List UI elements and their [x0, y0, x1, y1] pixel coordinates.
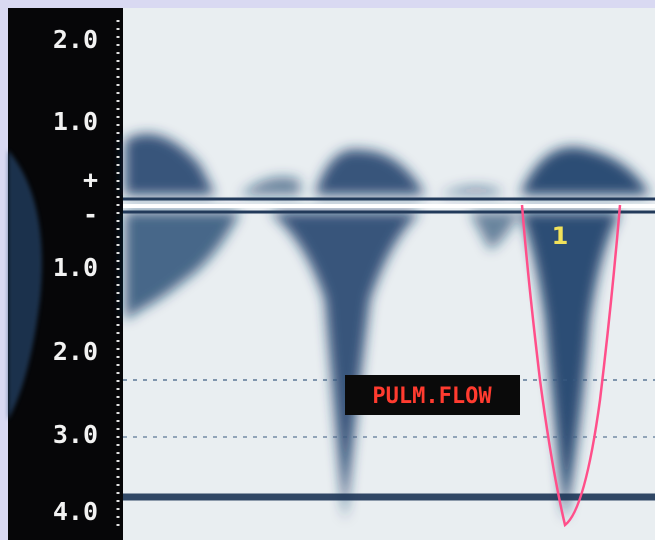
scale-label: -	[83, 200, 98, 229]
annotation: PULM.FLOW	[372, 384, 492, 409]
scale-label: 1.0	[53, 253, 98, 282]
scale-label: 2.0	[53, 337, 98, 366]
page: PULM.FLOW 1 2.01.0+-1.02.03.04.0 (() => …	[0, 0, 655, 540]
scale-label: 4.0	[53, 497, 98, 526]
cursor-label: 1	[552, 222, 569, 250]
scale-label: 2.0	[53, 25, 98, 54]
scale-label: +	[83, 165, 98, 194]
scale-label: 3.0	[53, 420, 98, 449]
doppler-image: PULM.FLOW 1 2.0 1.0 + - 1.0 2.0 3.0 4.0	[0, 0, 655, 540]
scale-label: 1.0	[53, 107, 98, 136]
